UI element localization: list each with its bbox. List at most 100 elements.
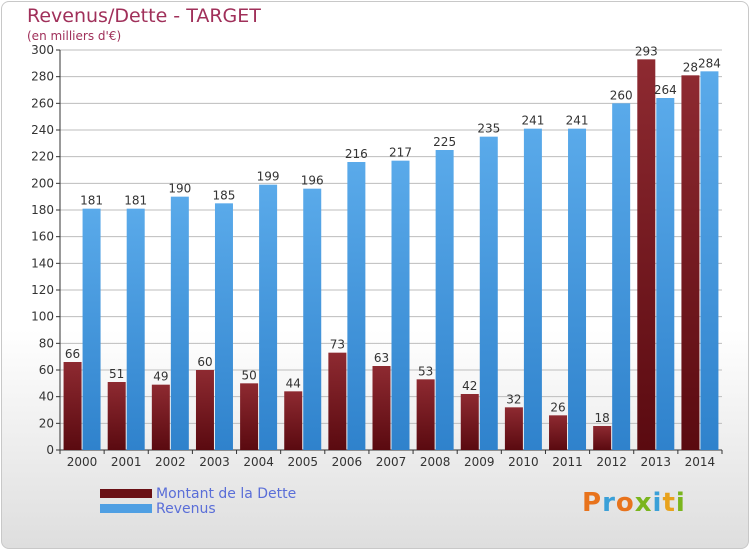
y-tick-label: 20 — [39, 416, 54, 430]
y-tick-label: 160 — [31, 230, 54, 244]
data-label-revenue: 196 — [301, 174, 324, 188]
data-label-revenue: 241 — [521, 114, 544, 128]
legend-label-debt: Montant de la Dette — [156, 486, 297, 502]
bar-revenue — [347, 162, 366, 450]
y-tick-label: 100 — [31, 310, 54, 324]
x-tick-label: 2011 — [552, 455, 583, 469]
data-label-revenue: 225 — [433, 135, 456, 149]
data-label-revenue: 190 — [168, 182, 191, 196]
data-label-debt: 63 — [374, 351, 389, 365]
bar-revenue — [82, 208, 101, 450]
y-tick-label: 260 — [31, 96, 54, 110]
bar-debt — [504, 407, 523, 450]
bar-debt — [460, 394, 479, 450]
bar-revenue — [391, 160, 410, 450]
y-tick-label: 220 — [31, 150, 54, 164]
data-label-debt: 53 — [418, 364, 433, 378]
data-label-revenue: 181 — [124, 194, 147, 208]
bar-debt — [372, 366, 391, 450]
bar-revenue — [479, 136, 498, 450]
data-label-debt: 18 — [595, 411, 610, 425]
data-label-revenue: 260 — [610, 88, 633, 102]
legend: Montant de la Dette Revenus — [100, 487, 400, 517]
bar-debt — [328, 352, 347, 450]
bar-debt — [637, 59, 656, 450]
bar-debt — [416, 379, 435, 450]
x-tick-label: 2012 — [596, 455, 627, 469]
bar-revenue — [700, 71, 719, 450]
data-label-debt: 28 — [683, 60, 698, 74]
logo-letter: o — [615, 488, 635, 518]
x-tick-label: 2010 — [508, 455, 539, 469]
data-label-debt: 60 — [197, 355, 212, 369]
bar-debt — [107, 382, 126, 450]
data-label-revenue: 284 — [698, 56, 721, 70]
y-tick-label: 300 — [31, 43, 54, 57]
bar-debt — [63, 362, 82, 450]
bar-revenue — [612, 103, 631, 450]
bar-revenue — [568, 128, 587, 450]
bar-debt — [195, 370, 214, 450]
data-label-revenue: 264 — [654, 83, 677, 97]
y-tick-label: 240 — [31, 123, 54, 137]
legend-item-revenue: Revenus — [100, 502, 400, 517]
x-tick-label: 2002 — [155, 455, 186, 469]
data-label-debt: 293 — [635, 44, 658, 58]
legend-label-revenue: Revenus — [156, 501, 216, 517]
data-label-debt: 51 — [109, 367, 124, 381]
bar-revenue — [126, 208, 145, 450]
data-label-debt: 42 — [462, 379, 477, 393]
x-tick-label: 2009 — [464, 455, 495, 469]
x-tick-label: 2003 — [199, 455, 230, 469]
bar-revenue — [259, 184, 278, 450]
logo-letter: x — [634, 488, 653, 518]
bar-debt — [151, 384, 170, 450]
x-tick-label: 2001 — [111, 455, 142, 469]
data-label-debt: 50 — [241, 368, 256, 382]
bar-revenue — [523, 128, 542, 450]
y-tick-label: 140 — [31, 256, 54, 270]
y-tick-label: 0 — [46, 443, 54, 457]
data-label-debt: 73 — [330, 338, 345, 352]
chart-title: Revenus/Dette - TARGET — [27, 5, 261, 27]
logo-letter: t — [662, 488, 676, 518]
legend-item-debt: Montant de la Dette — [100, 487, 400, 502]
data-label-debt: 32 — [506, 392, 521, 406]
data-label-revenue: 235 — [477, 122, 500, 136]
data-label-revenue: 217 — [389, 146, 412, 160]
y-tick-label: 80 — [39, 336, 54, 350]
bar-debt — [240, 383, 259, 450]
bar-revenue — [303, 188, 322, 450]
logo-letter: r — [602, 488, 616, 518]
data-label-revenue: 185 — [213, 188, 236, 202]
y-tick-label: 120 — [31, 283, 54, 297]
data-label-debt: 44 — [286, 376, 301, 390]
data-label-debt: 49 — [153, 370, 168, 384]
x-tick-label: 2008 — [420, 455, 451, 469]
legend-swatch-revenue — [100, 504, 152, 513]
logo-letter: i — [652, 488, 663, 518]
proxiti-logo: Proxiti — [582, 488, 686, 518]
x-tick-label: 2013 — [641, 455, 672, 469]
bar-debt — [681, 75, 700, 450]
legend-swatch-debt — [100, 489, 152, 498]
y-tick-label: 280 — [31, 70, 54, 84]
bar-revenue — [435, 150, 454, 450]
data-label-revenue: 216 — [345, 147, 368, 161]
bar-debt — [284, 391, 303, 450]
data-label-debt: 66 — [65, 347, 80, 361]
y-tick-label: 200 — [31, 176, 54, 190]
x-tick-label: 2000 — [67, 455, 98, 469]
data-label-revenue: 241 — [566, 114, 589, 128]
x-tick-label: 2006 — [332, 455, 363, 469]
bar-debt — [549, 415, 568, 450]
bar-revenue — [170, 196, 189, 450]
chart-subtitle: (en milliers d'€) — [27, 29, 122, 43]
bar-revenue — [656, 98, 675, 450]
data-label-revenue: 199 — [257, 170, 280, 184]
y-tick-label: 60 — [39, 363, 54, 377]
logo-letter: i — [675, 488, 686, 518]
x-tick-label: 2007 — [376, 455, 407, 469]
y-tick-label: 180 — [31, 203, 54, 217]
